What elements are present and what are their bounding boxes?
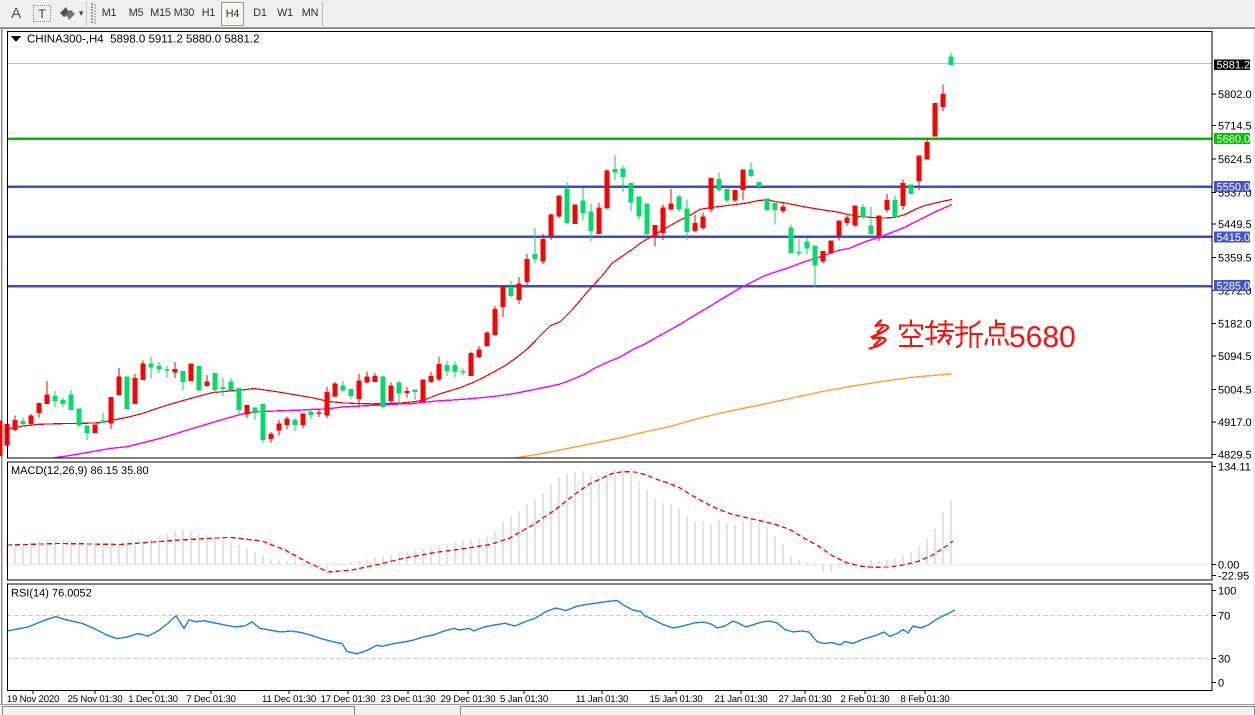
svg-text:MACD(12,26,9) 86.15 35.80: MACD(12,26,9) 86.15 35.80 <box>11 465 149 477</box>
svg-text:1 Dec 01:30: 1 Dec 01:30 <box>128 694 178 705</box>
svg-text:5285.0: 5285.0 <box>1217 280 1251 292</box>
svg-text:8 Feb 01:30: 8 Feb 01:30 <box>900 694 949 705</box>
svg-text:19 Nov 2020: 19 Nov 2020 <box>7 694 59 705</box>
svg-text:15 Jan 01:30: 15 Jan 01:30 <box>649 694 702 705</box>
svg-text:RSI(14) 76.0052: RSI(14) 76.0052 <box>11 588 92 600</box>
svg-text:21 Jan 01:30: 21 Jan 01:30 <box>714 694 767 705</box>
svg-text:29 Dec 01:30: 29 Dec 01:30 <box>441 694 496 705</box>
svg-text:5881.2: 5881.2 <box>1217 60 1251 72</box>
svg-text:CHINA300-,H4 5898.0 5911.2 58: CHINA300-,H4 5898.0 5911.2 5880.0 5881.2 <box>27 34 260 46</box>
svg-text:11 Dec 01:30: 11 Dec 01:30 <box>262 694 316 705</box>
svg-text:5680.0: 5680.0 <box>1217 133 1251 145</box>
svg-text:5714.5: 5714.5 <box>1218 120 1252 132</box>
svg-text:5182.0: 5182.0 <box>1218 318 1252 330</box>
svg-text:134.11: 134.11 <box>1218 462 1251 474</box>
svg-text:5 Jan 01:30: 5 Jan 01:30 <box>500 694 548 705</box>
svg-text:5094.5: 5094.5 <box>1218 351 1252 363</box>
svg-text:0: 0 <box>1218 678 1224 690</box>
svg-text:4829.5: 4829.5 <box>1218 449 1252 461</box>
svg-text:100: 100 <box>1218 586 1236 598</box>
svg-text:7 Dec 01:30: 7 Dec 01:30 <box>186 694 236 705</box>
svg-text:11 Jan 01:30: 11 Jan 01:30 <box>576 694 628 705</box>
svg-text:5415.0: 5415.0 <box>1217 232 1251 244</box>
svg-text:5359.5: 5359.5 <box>1218 252 1252 264</box>
svg-text:70: 70 <box>1218 611 1230 623</box>
svg-text:2 Feb 01:30: 2 Feb 01:30 <box>840 694 889 705</box>
svg-text:23 Dec 01:30: 23 Dec 01:30 <box>381 694 436 705</box>
svg-text:5680: 5680 <box>1009 321 1076 354</box>
svg-text:25 Nov 01:30: 25 Nov 01:30 <box>68 694 123 705</box>
svg-text:5449.5: 5449.5 <box>1218 219 1252 231</box>
svg-text:5624.5: 5624.5 <box>1218 154 1252 166</box>
svg-text:5004.5: 5004.5 <box>1218 384 1252 396</box>
svg-text:30: 30 <box>1218 654 1230 666</box>
svg-text:0.00: 0.00 <box>1218 560 1239 572</box>
svg-text:5802.0: 5802.0 <box>1218 89 1252 101</box>
svg-text:-22.95: -22.95 <box>1218 571 1249 583</box>
svg-text:5550.0: 5550.0 <box>1217 181 1251 193</box>
svg-text:17 Dec 01:30: 17 Dec 01:30 <box>321 694 376 705</box>
svg-text:27 Jan 01:30: 27 Jan 01:30 <box>778 694 831 705</box>
svg-text:4917.0: 4917.0 <box>1218 417 1252 429</box>
